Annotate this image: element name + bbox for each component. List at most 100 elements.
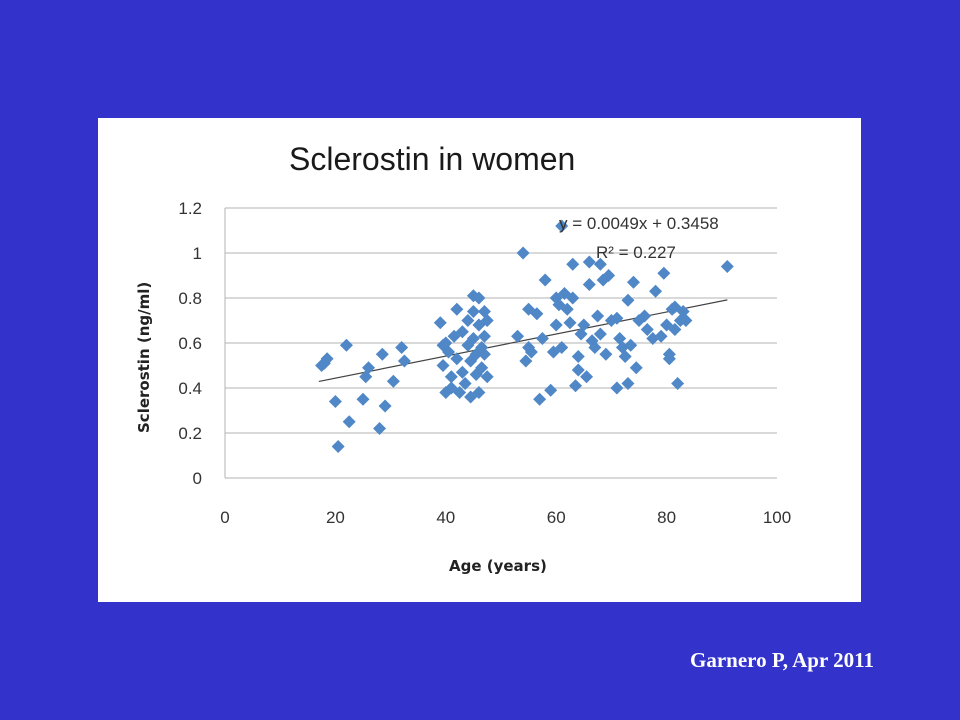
data-point [549, 318, 563, 332]
y-tick-label: 0 [193, 469, 202, 488]
chart-panel: Sclerostin in women 0 0.2 0.4 0.6 0.8 1 1.2 0 2… [98, 118, 861, 602]
data-point [621, 377, 635, 390]
data-point [569, 379, 583, 393]
data-point [566, 257, 580, 271]
data-point [328, 395, 342, 408]
y-tick-label: 0.6 [178, 334, 202, 353]
data-point [555, 219, 569, 233]
y-tick-label: 0.4 [178, 379, 202, 398]
data-point [582, 278, 596, 291]
data-point [626, 275, 640, 289]
y-tick-label: 0.8 [178, 289, 202, 308]
data-point [571, 363, 585, 377]
data-point [530, 307, 544, 321]
data-point [378, 399, 392, 413]
data-point [317, 356, 331, 370]
data-point [610, 311, 624, 325]
data-point [582, 255, 596, 269]
data-point [472, 386, 486, 399]
data-point [450, 352, 464, 366]
data-point [511, 329, 525, 343]
data-point [477, 329, 491, 343]
data-point [574, 327, 588, 341]
data-point [375, 347, 389, 361]
data-point [657, 266, 671, 280]
data-point [629, 361, 643, 375]
data-point [671, 377, 685, 390]
data-point [640, 323, 654, 336]
data-point [668, 323, 682, 336]
data-point [480, 370, 494, 384]
data-point [450, 302, 464, 316]
trend-line [318, 299, 728, 383]
x-tick-labels: 0 20 40 60 80 100 [220, 508, 791, 527]
chart-title: Sclerostin in women [289, 141, 575, 177]
data-point [516, 246, 530, 260]
trend-equation: y = 0.0049x + 0.3458 [559, 214, 719, 233]
data-point [618, 350, 632, 363]
x-tick-label: 60 [547, 508, 566, 527]
data-point [455, 325, 469, 339]
citation: Garnero P, Apr 2011 [690, 648, 874, 672]
data-point [395, 341, 409, 354]
x-tick-label: 100 [763, 508, 791, 527]
data-point [339, 338, 353, 352]
data-point [386, 374, 400, 388]
data-point [433, 316, 447, 330]
data-point [577, 318, 591, 332]
gridlines [224, 207, 777, 479]
data-point [662, 352, 676, 366]
data-point [472, 291, 486, 305]
data-point [602, 269, 616, 282]
data-point [535, 332, 549, 345]
data-point [466, 305, 480, 318]
data-point [455, 365, 469, 379]
data-point [599, 347, 613, 361]
data-point [580, 370, 594, 384]
data-point [610, 381, 624, 395]
data-point [621, 293, 635, 307]
y-tick-label: 1.2 [178, 199, 202, 218]
data-point [453, 386, 467, 399]
data-point [544, 383, 558, 397]
x-axis-title: Age (years) [449, 557, 547, 575]
data-point [356, 392, 370, 406]
data-point [397, 354, 411, 368]
y-axis-title: Sclerostin (ng/ml) [135, 282, 153, 433]
data-point [461, 314, 475, 327]
data-point [649, 284, 663, 298]
data-point [593, 327, 607, 341]
data-point [533, 392, 547, 406]
scatter-chart: Sclerostin in women 0 0.2 0.4 0.6 0.8 1 1.2 0 2… [135, 141, 791, 575]
data-point [373, 422, 387, 435]
data-point [720, 260, 734, 273]
data-point [538, 273, 552, 287]
data-point [519, 354, 533, 368]
trend-r-squared: R² = 0.227 [596, 243, 676, 262]
data-point [362, 361, 376, 375]
data-point [436, 359, 450, 372]
data-point [591, 309, 605, 323]
x-tick-label: 0 [220, 508, 229, 527]
data-point [480, 314, 494, 327]
data-point [466, 332, 480, 345]
data-point [342, 415, 356, 429]
y-tick-label: 1 [193, 244, 202, 263]
data-point [477, 347, 491, 361]
x-tick-label: 80 [657, 508, 676, 527]
data-point [566, 291, 580, 305]
data-point [442, 345, 456, 359]
data-point [593, 257, 607, 271]
data-point [560, 302, 574, 316]
data-point [571, 350, 585, 363]
data-point [624, 338, 638, 352]
data-point [588, 341, 602, 354]
y-tick-labels: 0 0.2 0.4 0.6 0.8 1 1.2 [178, 199, 202, 488]
data-point [679, 314, 693, 327]
data-point [555, 341, 569, 354]
data-points [315, 219, 734, 453]
x-tick-label: 20 [326, 508, 345, 527]
data-point [331, 440, 345, 453]
data-point [563, 316, 577, 330]
data-point [475, 361, 489, 375]
